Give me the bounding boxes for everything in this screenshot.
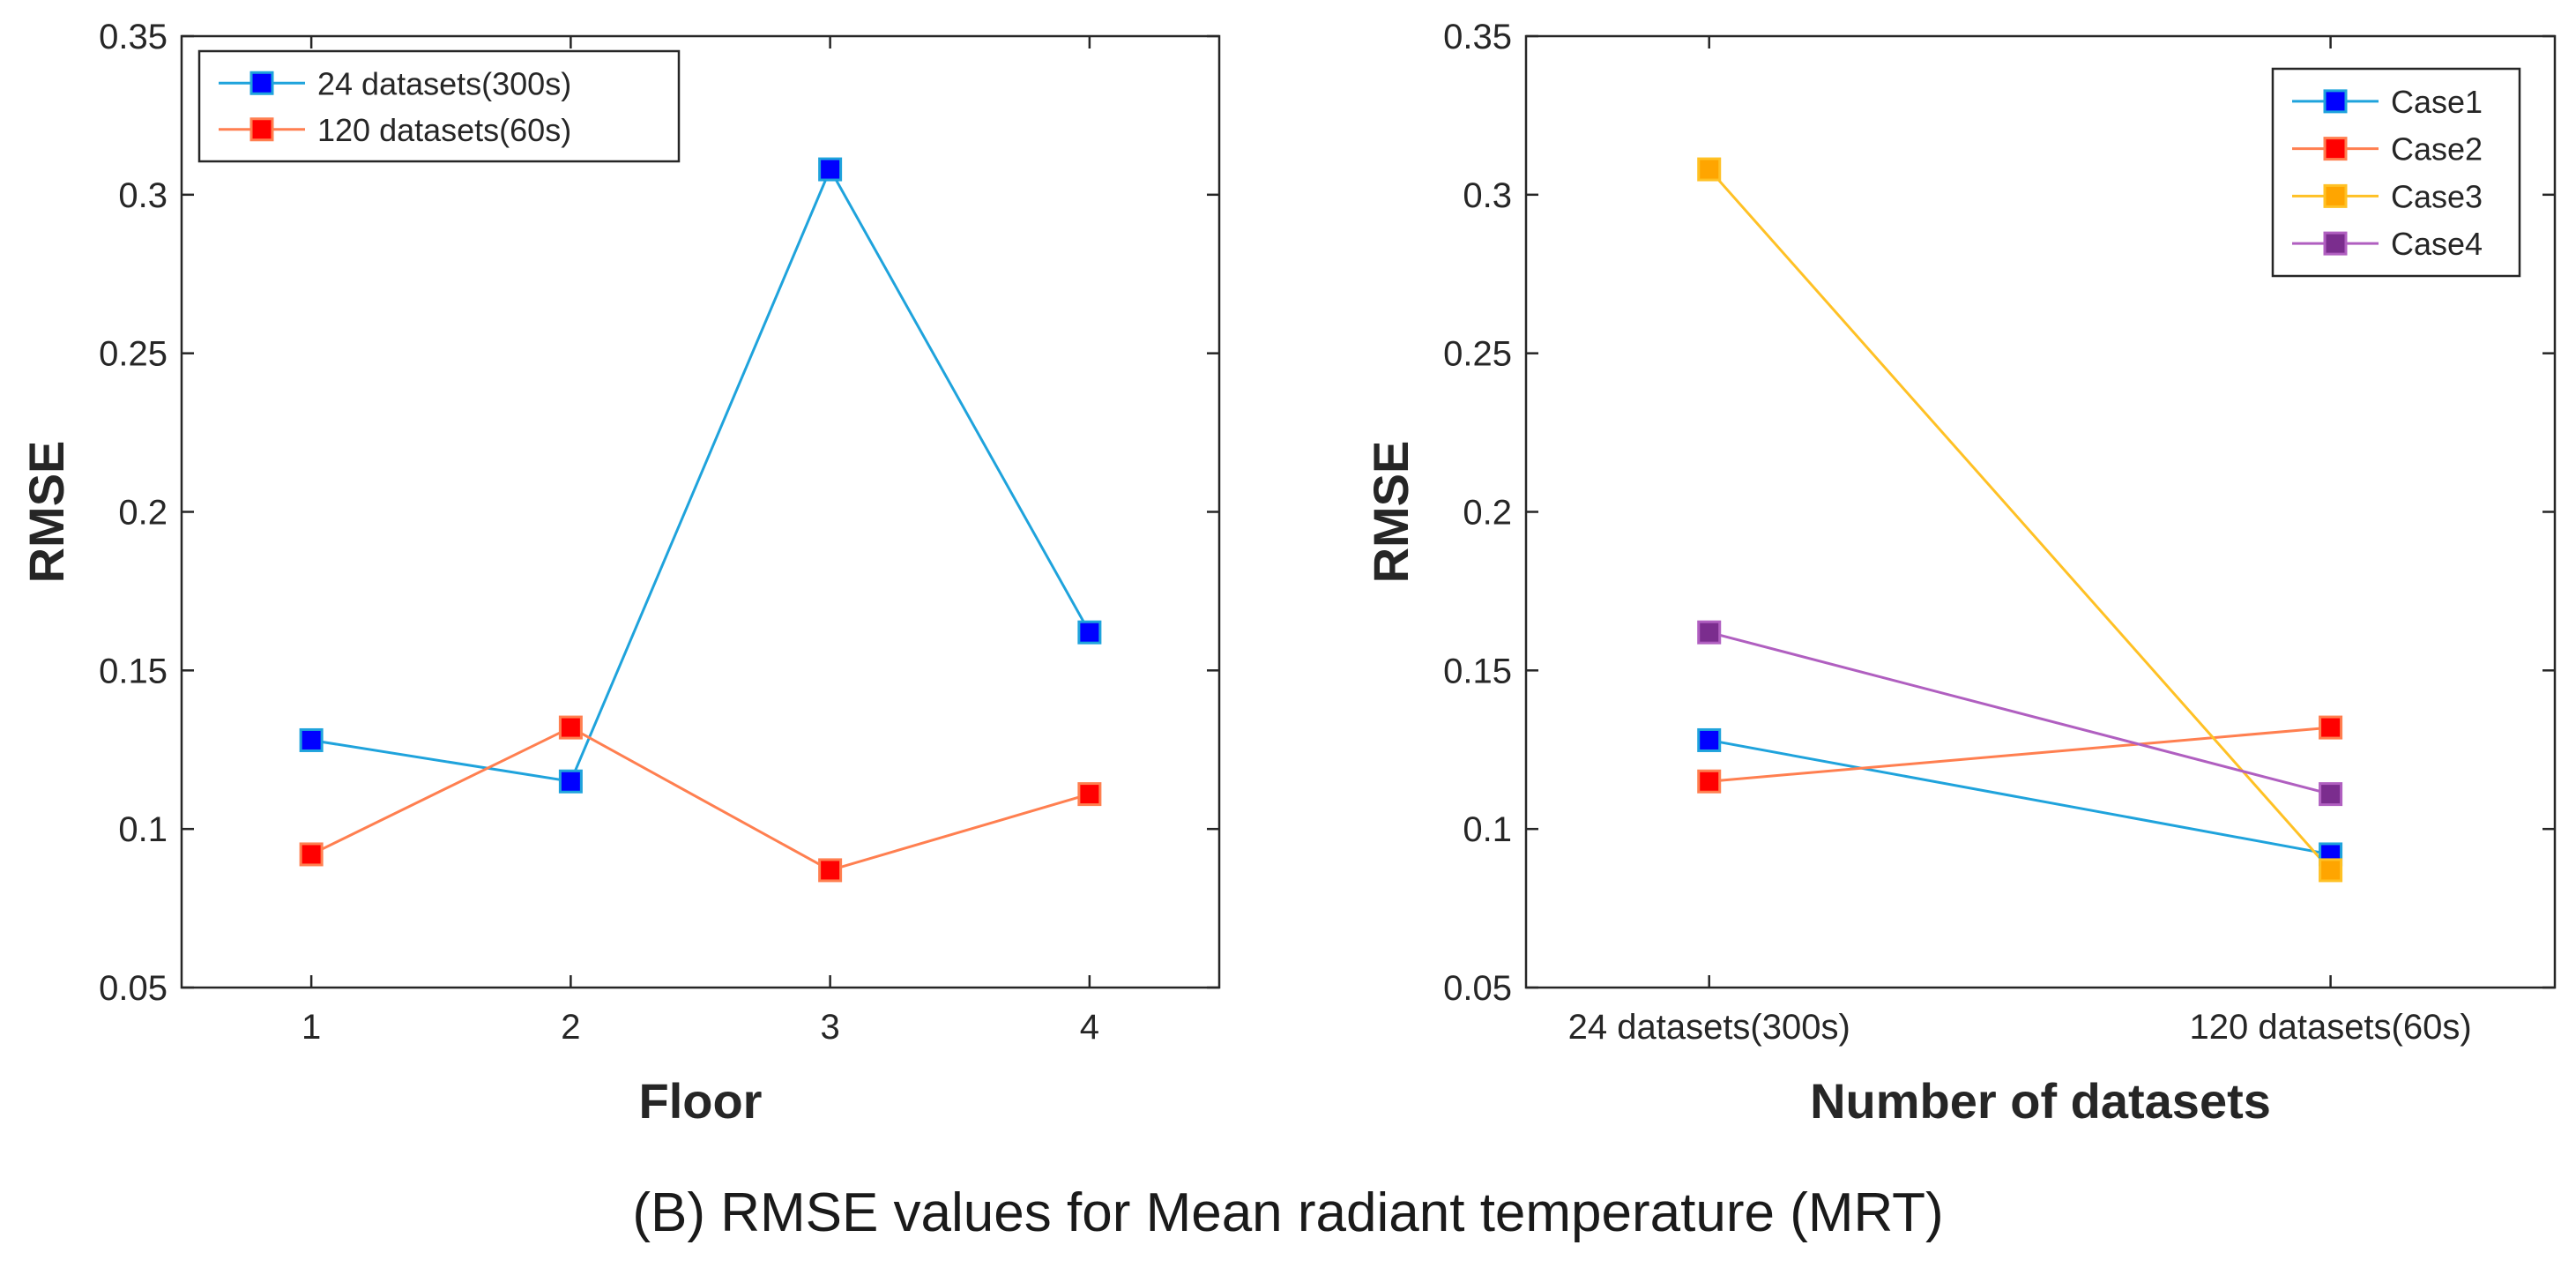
data-point: [1697, 727, 1722, 752]
y-tick-label: 0.1: [1463, 810, 1512, 849]
legend-label: 120 datasets(60s): [317, 112, 571, 148]
data-point: [1697, 620, 1722, 645]
y-tick-label: 0.25: [99, 335, 168, 374]
x-axis-label: Floor: [639, 1073, 763, 1129]
y-tick-label: 0.05: [99, 969, 168, 1008]
y-tick-label: 0.35: [99, 18, 168, 56]
legend-box: [197, 49, 681, 163]
figure-caption: (B) RMSE values for Mean radiant tempera…: [632, 1182, 1944, 1243]
legend-marker: [2323, 137, 2348, 161]
legend-box: [2271, 67, 2521, 278]
series-line-2: [310, 726, 1091, 872]
data-point: [2319, 715, 2343, 740]
plot-area: [180, 34, 1221, 989]
y-tick-label: 0.05: [1443, 969, 1512, 1008]
y-tick-label: 0.35: [1443, 18, 1512, 56]
x-tick-label: 2: [561, 1008, 580, 1047]
legend-marker: [249, 71, 274, 95]
x-tick-label: 24 datasets(300s): [1568, 1008, 1850, 1047]
y-tick-label: 0.1: [118, 810, 168, 849]
y-tick-label: 0.15: [99, 652, 168, 690]
x-tick-label: 1: [302, 1008, 321, 1047]
series-line-4: [1709, 630, 2331, 796]
legend: 24 datasets(300s) 120 datasets(60s): [197, 49, 681, 163]
legend-label: 24 datasets(300s): [317, 65, 571, 101]
legend-label: Case4: [2391, 226, 2483, 262]
data-point: [299, 727, 324, 752]
y-tick-label: 0.2: [1463, 494, 1512, 533]
y-tick-label: 0.3: [1463, 176, 1512, 215]
y-axis-label: RMSE: [19, 441, 74, 584]
legend-marker: [2323, 231, 2348, 256]
data-point: [2319, 782, 2343, 807]
y-axis-label: RMSE: [1363, 441, 1418, 584]
series-line-2: [1709, 726, 2331, 783]
data-point: [2319, 858, 2343, 883]
data-point: [818, 858, 843, 883]
data-point: [1077, 620, 1102, 645]
x-tick-label: 3: [821, 1008, 840, 1047]
x-tick-label: 4: [1080, 1008, 1099, 1047]
series-line-1: [310, 166, 1091, 783]
legend-marker: [249, 117, 274, 142]
chart-2: 0.05 0.1 0.15 0.2 0.25 0.3 0.35 24 datasets(300…: [1363, 18, 2557, 1129]
legend-marker: [2323, 183, 2348, 208]
x-axis-label: Number of datasets: [1810, 1073, 2271, 1129]
data-point: [1077, 782, 1102, 807]
data-point: [558, 715, 583, 740]
legend-label: Case2: [2391, 131, 2483, 168]
chart-1: 0.05 0.1 0.15 0.2 0.25 0.3 0.35 1 2 3 4 Floor RMSE 24…: [19, 18, 1221, 1129]
x-tick-label: 120 datasets(60s): [2189, 1008, 2471, 1047]
series-line-3: [1708, 168, 2332, 871]
data-point: [558, 769, 583, 794]
legend: Case1 Case2 Case3 Case4: [2271, 67, 2521, 278]
data-point: [1697, 157, 1722, 182]
legend-label: Case1: [2391, 84, 2483, 120]
data-point: [818, 157, 843, 182]
y-tick-label: 0.15: [1443, 652, 1512, 690]
series-line-1: [1709, 738, 2331, 856]
y-tick-label: 0.25: [1443, 335, 1512, 374]
y-tick-label: 0.3: [118, 176, 168, 215]
legend-label: Case3: [2391, 178, 2483, 214]
y-tick-label: 0.2: [118, 494, 168, 533]
data-point: [1697, 769, 1722, 794]
data-point: [299, 842, 324, 867]
legend-marker: [2323, 89, 2348, 114]
